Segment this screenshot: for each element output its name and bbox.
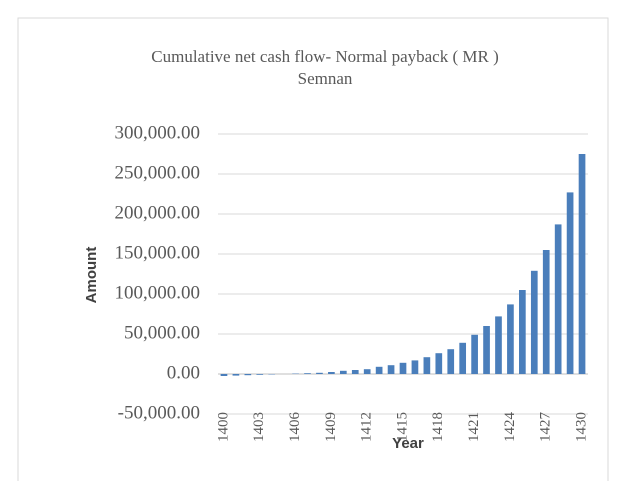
bar [530, 270, 538, 374]
chart-frame [17, 17, 609, 481]
bar [387, 365, 395, 374]
bar [578, 154, 586, 374]
y-axis-label: Amount [83, 247, 100, 304]
bar [411, 360, 419, 374]
bar [459, 342, 467, 374]
y-tick-label: 250,000.00 [115, 162, 201, 183]
y-tick-label: 150,000.00 [115, 242, 201, 263]
x-tick-label: 1409 [323, 412, 339, 442]
x-tick-label: 1424 [502, 411, 518, 442]
bar [363, 369, 371, 374]
bar [447, 349, 455, 374]
x-tick-label: 1418 [430, 412, 446, 442]
bar [435, 353, 443, 374]
bar [554, 224, 562, 374]
bar [542, 250, 550, 374]
bar [483, 326, 490, 374]
bar [495, 316, 502, 374]
chart-title: Cumulative net cash flow- Normal payback… [151, 47, 498, 66]
x-axis-label: Year [392, 435, 424, 452]
bar [375, 366, 383, 374]
bar [339, 370, 347, 374]
x-tick-label: 1400 [215, 412, 231, 442]
bar [304, 373, 311, 374]
x-tick-label: 1427 [538, 412, 554, 443]
bar [244, 374, 252, 376]
x-tick-label: 1421 [466, 412, 482, 442]
x-tick-label: 1415 [394, 412, 410, 442]
bar [328, 372, 335, 374]
bar [519, 290, 526, 374]
bar [399, 362, 407, 374]
y-tick-label: -50,000.00 [118, 402, 200, 423]
bar [471, 334, 478, 374]
y-tick-label: 200,000.00 [115, 202, 201, 223]
bar [566, 192, 574, 374]
x-tick-label: 1403 [251, 412, 267, 442]
bar [351, 370, 359, 374]
bar [256, 374, 264, 375]
chart-subtitle: Semnan [298, 69, 353, 88]
x-tick-label: 1430 [573, 412, 589, 442]
y-tick-label: 100,000.00 [115, 282, 201, 303]
y-tick-label: 50,000.00 [124, 322, 200, 343]
bar [507, 304, 514, 374]
bar [316, 372, 323, 374]
y-tick-label: 300,000.00 [115, 122, 201, 143]
bar [232, 374, 240, 376]
x-tick-label: 1406 [287, 412, 303, 443]
y-tick-label: 0.00 [167, 362, 200, 383]
bar [220, 374, 228, 376]
bar [423, 357, 431, 374]
x-tick-label: 1412 [359, 412, 375, 442]
